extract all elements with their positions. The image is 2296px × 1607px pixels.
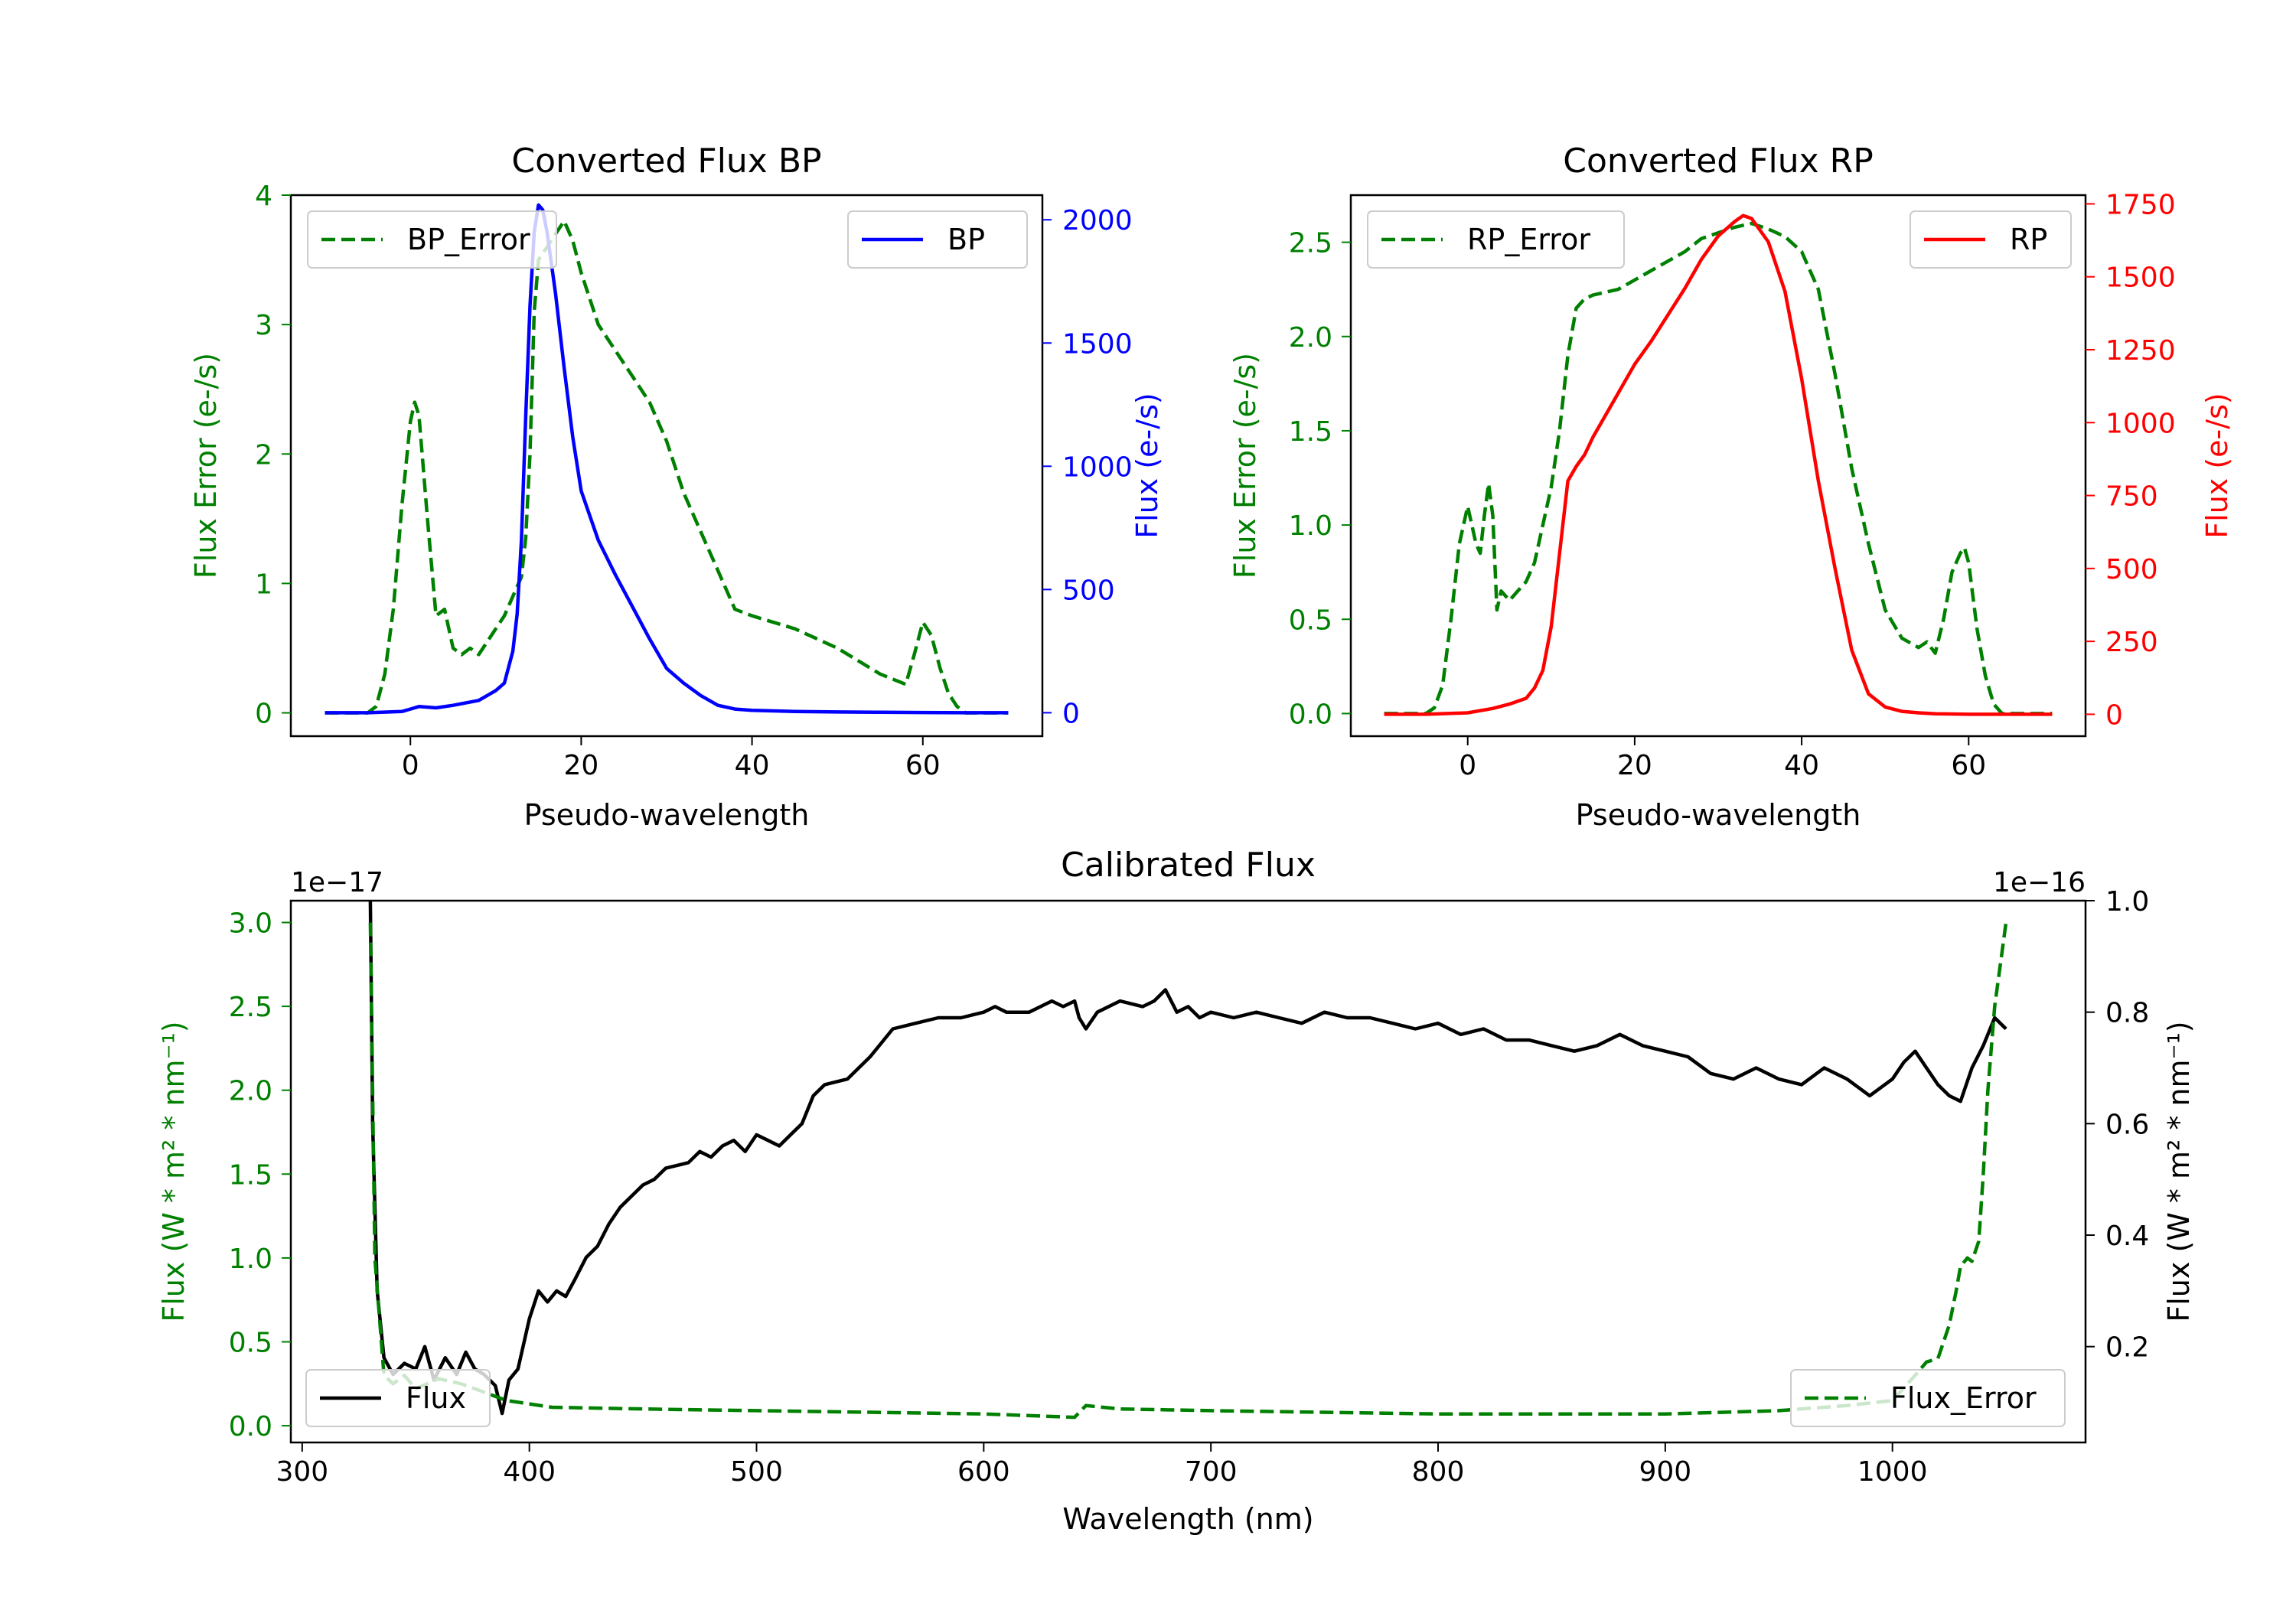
x-tick-label: 60 — [905, 750, 941, 781]
y-left-tick-label: 2.0 — [1289, 322, 1332, 354]
y-right-tick-label: 500 — [1062, 575, 1115, 606]
legend-box-right — [1790, 1369, 2066, 1427]
x-tick-label: 20 — [1617, 750, 1652, 781]
y-right-tick-label: 1500 — [2105, 262, 2176, 294]
y-right-tick-label: 1000 — [1062, 451, 1133, 483]
y-left-tick-label: 0.5 — [229, 1327, 272, 1358]
legend-box-left — [1367, 210, 1625, 269]
series-line-flux — [368, 901, 2007, 1416]
y-left-tick-label: 2.5 — [1289, 228, 1332, 259]
rp-chart: Converted Flux RP 0 20 40 60 0.0 0.5 1.0 1.5 2.0 2… — [1228, 142, 2234, 832]
x-tick-label: 40 — [1784, 750, 1819, 781]
series-line-bp — [325, 203, 1009, 715]
x-tick-label: 700 — [1185, 1456, 1238, 1488]
y-right-tick-label: 1500 — [1062, 328, 1133, 360]
series-line-bp-error — [325, 219, 1009, 715]
x-axis-label: Wavelength (nm) — [1062, 1502, 1313, 1536]
x-tick-label: 500 — [730, 1456, 783, 1488]
y-right-tick-label: 250 — [2105, 627, 2158, 658]
y-right-tick-label: 0.2 — [2105, 1332, 2149, 1364]
y-left-tick-label: 2 — [255, 439, 272, 471]
axes-frame — [289, 899, 2087, 1444]
legend-label-right: Flux_Error — [1890, 1381, 2037, 1415]
legend-label-left: BP_Error — [407, 223, 530, 256]
x-tick-label: 0 — [402, 750, 419, 781]
legend-label-right: BP — [947, 223, 985, 256]
x-tick-label: 600 — [957, 1456, 1010, 1488]
y-left-axis-label: Flux Error (e-/s) — [189, 353, 223, 579]
y-left-tick-label: 4 — [255, 181, 272, 212]
calibrated-flux-chart: Calibrated Flux 300 400 500 600 700 800 900 1000… — [157, 846, 2196, 1536]
legend-label-left: RP_Error — [1467, 223, 1590, 256]
y-right-tick-label: 0 — [1062, 698, 1080, 729]
series-line-rp-error — [1384, 221, 2053, 715]
y-right-axis-label: Flux (e-/s) — [1130, 393, 1164, 538]
y-right-tick-label: 1250 — [2105, 335, 2176, 367]
y-right-offset-text: 1e−16 — [1993, 867, 2086, 898]
y-left-tick-label: 1.5 — [1289, 416, 1332, 448]
y-left-tick-label: 1 — [255, 569, 272, 600]
x-tick-label: 300 — [276, 1456, 328, 1488]
y-left-tick-label: 3 — [255, 310, 272, 341]
y-left-axis-label: Flux (W * m² * nm⁻¹) — [157, 1021, 191, 1322]
x-tick-label: 40 — [735, 750, 770, 781]
y-left-axis-label: Flux Error (e-/s) — [1228, 353, 1262, 579]
chart-title: Converted Flux RP — [1563, 142, 1874, 181]
x-tick-label: 800 — [1412, 1456, 1465, 1488]
y-right-tick-label: 0.8 — [2105, 998, 2149, 1029]
legend-box-left — [305, 1369, 491, 1427]
x-axis-label: Pseudo-wavelength — [1576, 798, 1861, 832]
y-right-tick-label: 1.0 — [2105, 886, 2149, 918]
legend-box-left — [307, 210, 557, 269]
series-line-rp — [1384, 214, 2053, 716]
legend-box-right — [1910, 210, 2072, 269]
y-left-tick-label: 3.0 — [229, 908, 272, 939]
x-tick-label: 20 — [564, 750, 599, 781]
legend-box-right — [847, 210, 1028, 269]
y-right-tick-label: 1000 — [2105, 408, 2176, 439]
y-left-tick-label: 0.0 — [229, 1411, 272, 1442]
y-right-tick-label: 0.6 — [2105, 1109, 2149, 1140]
y-right-tick-label: 1750 — [2105, 189, 2176, 220]
y-right-tick-label: 750 — [2105, 481, 2158, 513]
y-left-tick-label: 2.5 — [229, 992, 272, 1023]
x-tick-label: 400 — [503, 1456, 556, 1488]
y-left-tick-label: 0.0 — [1289, 699, 1332, 730]
y-right-tick-label: 2000 — [1062, 205, 1133, 236]
y-left-tick-label: 0 — [255, 699, 272, 730]
y-left-tick-label: 2.0 — [229, 1076, 272, 1107]
y-right-axis-label: Flux (e-/s) — [2200, 393, 2234, 538]
chart-title: Converted Flux BP — [511, 142, 821, 181]
legend-label-left: Flux — [406, 1381, 466, 1415]
x-axis-label: Pseudo-wavelength — [524, 798, 810, 832]
y-right-tick-label: 0 — [2105, 699, 2123, 731]
y-right-tick-label: 0.4 — [2105, 1221, 2149, 1252]
x-tick-label: 1000 — [1857, 1456, 1928, 1488]
y-left-offset-text: 1e−17 — [291, 867, 383, 898]
x-tick-label: 0 — [1459, 750, 1476, 781]
chart-title: Calibrated Flux — [1061, 846, 1316, 885]
axes-frame — [1349, 194, 2087, 738]
y-left-tick-label: 1.0 — [1289, 510, 1332, 542]
x-tick-label: 60 — [1951, 750, 1986, 781]
legend-label-right: RP — [2010, 223, 2047, 256]
y-left-tick-label: 1.5 — [229, 1159, 272, 1191]
x-tick-label: 900 — [1639, 1456, 1691, 1488]
y-left-tick-label: 0.5 — [1289, 605, 1332, 636]
y-left-tick-label: 1.0 — [229, 1244, 272, 1275]
y-right-axis-label: Flux (W * m² * nm⁻¹) — [2162, 1021, 2196, 1322]
bp-chart: Converted Flux BP0 20 40 600123405001000150… — [189, 142, 1164, 832]
y-right-tick-label: 500 — [2105, 554, 2158, 585]
